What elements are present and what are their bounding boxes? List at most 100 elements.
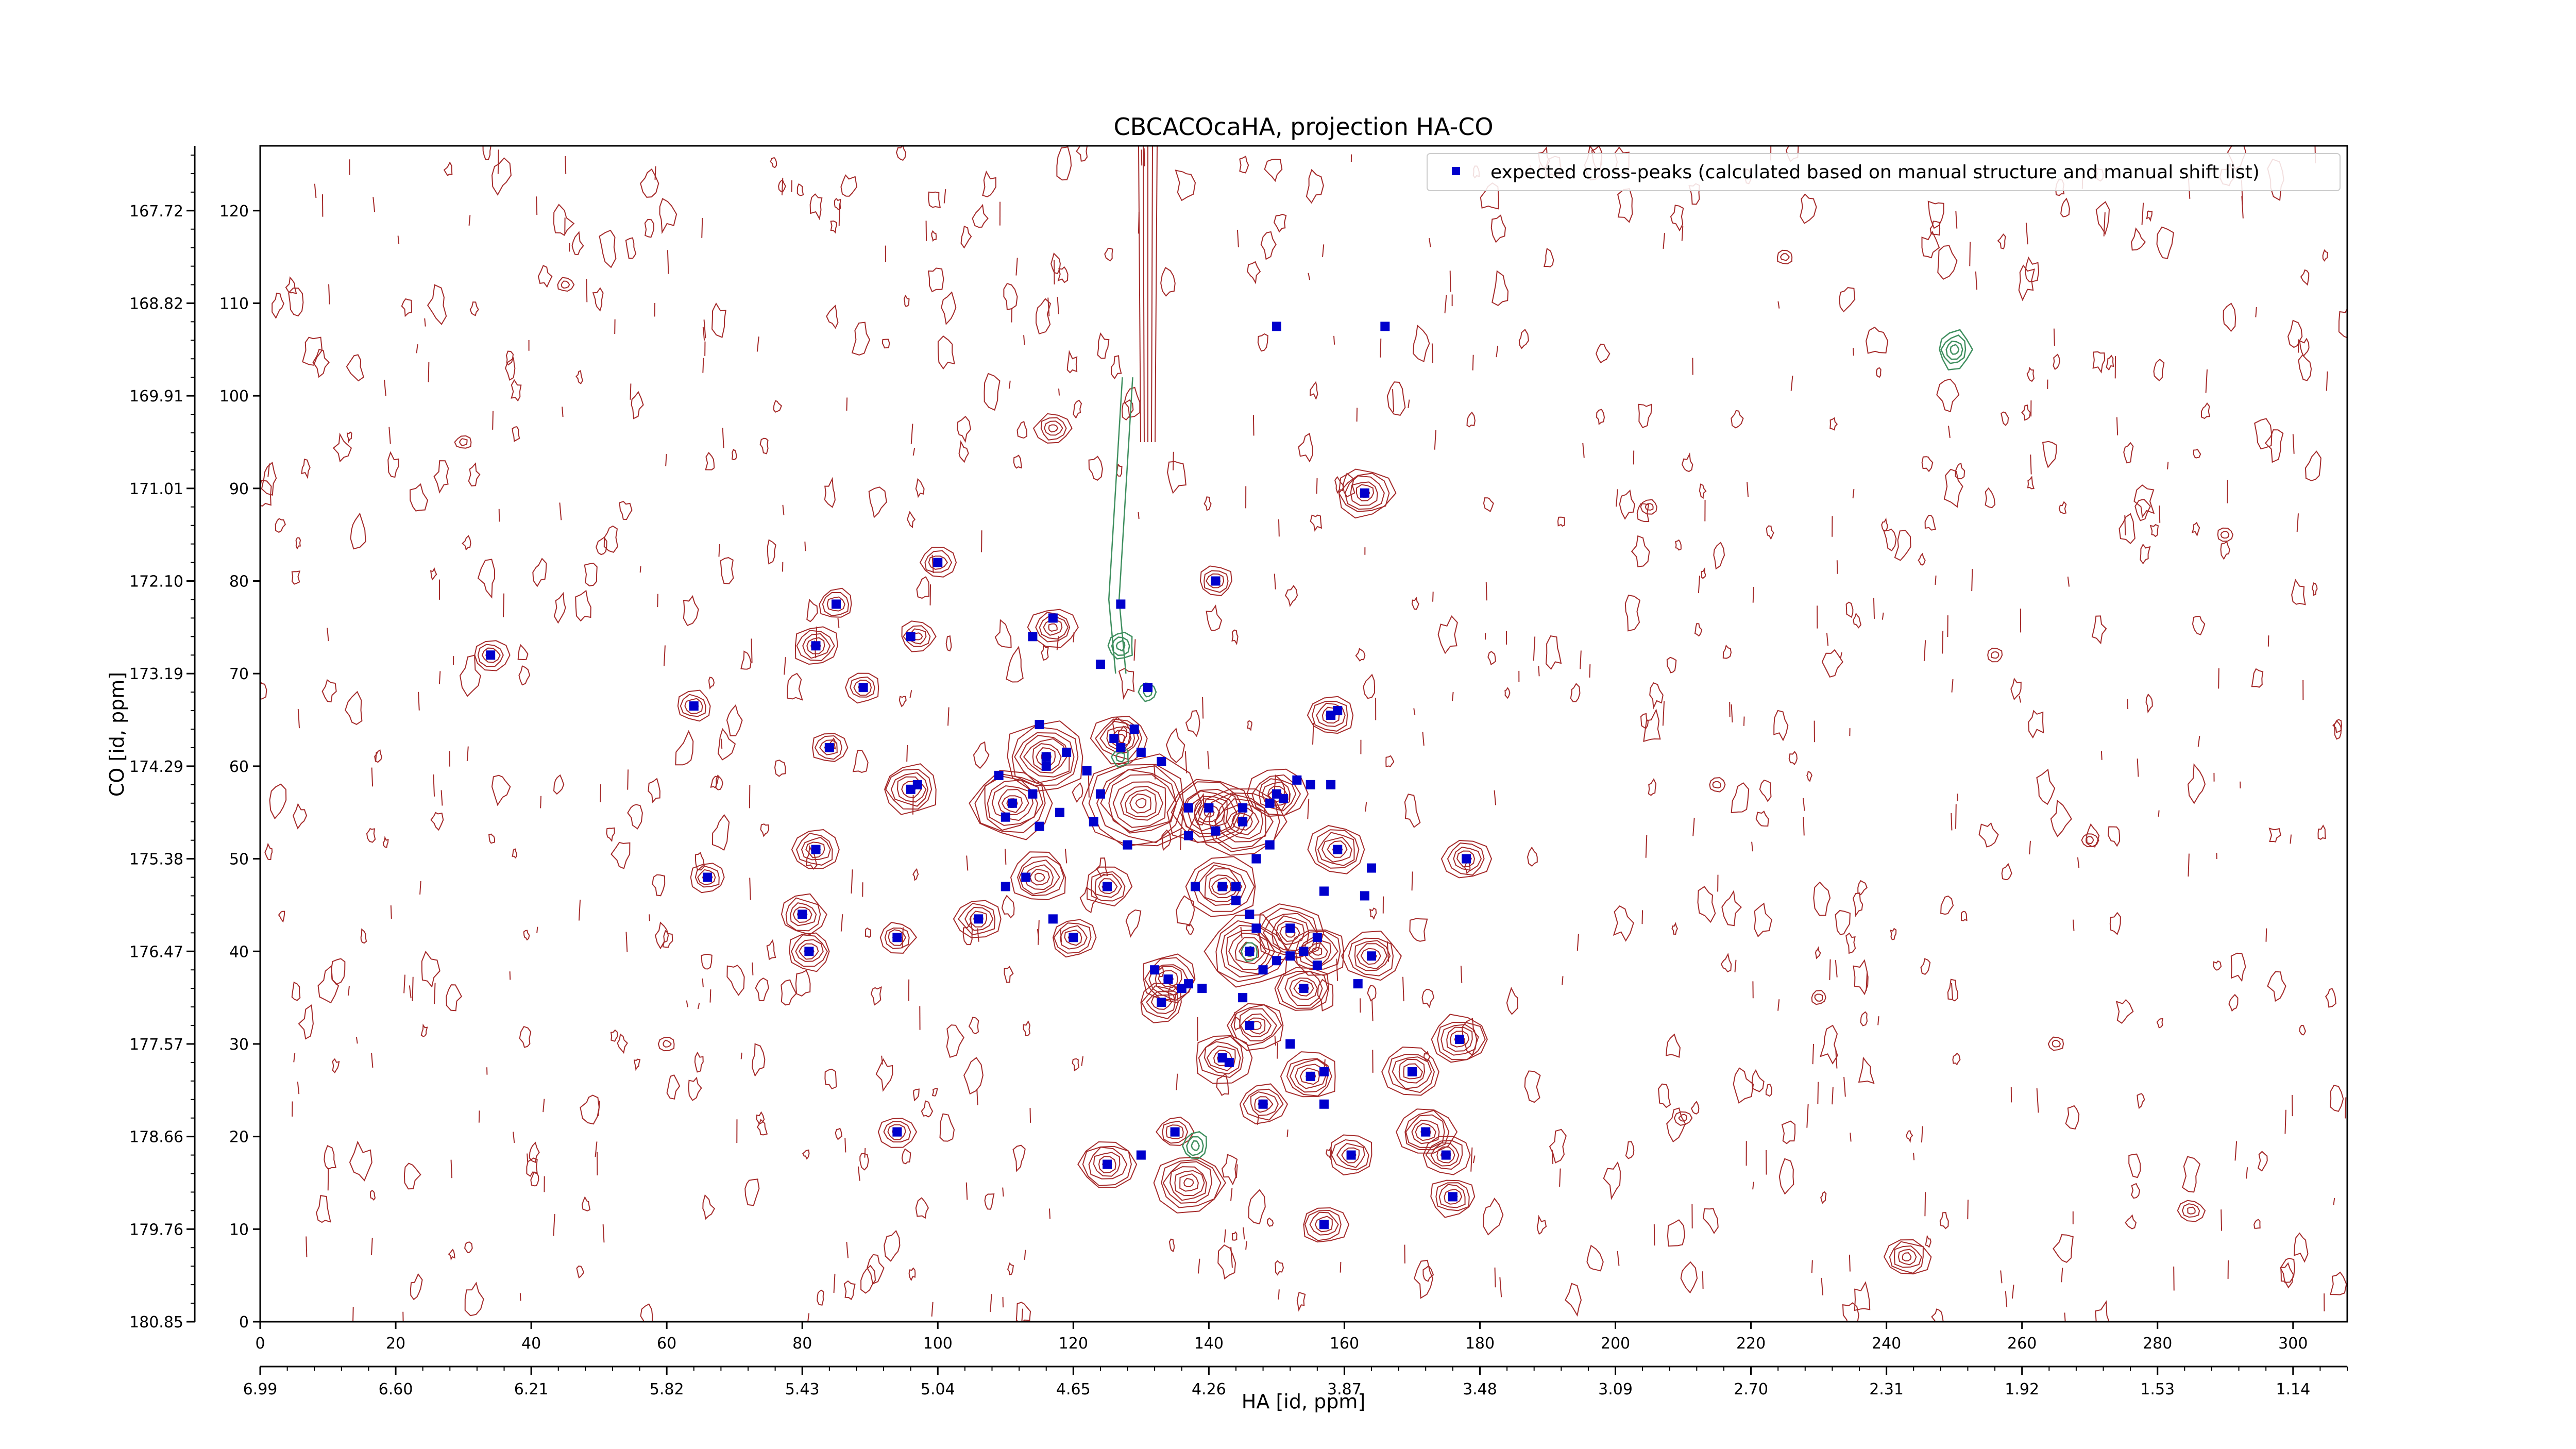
noise-contour bbox=[1852, 892, 1863, 917]
peak-contour bbox=[1780, 253, 1790, 261]
noise-contour bbox=[851, 869, 853, 894]
peak-contour bbox=[1284, 971, 1323, 1006]
peak-contour bbox=[1307, 696, 1354, 734]
peak-contour bbox=[1204, 570, 1229, 593]
noise-contour bbox=[1050, 252, 1061, 275]
noise-contour bbox=[857, 1166, 860, 1181]
noise-contour bbox=[1920, 958, 1931, 975]
noise-contour bbox=[1978, 822, 1999, 848]
noise-contour bbox=[1947, 426, 1951, 439]
noise-contour bbox=[1185, 710, 1200, 737]
noise-contour bbox=[784, 657, 786, 675]
x-tick-label: 0 bbox=[255, 1335, 265, 1353]
noise-contour bbox=[946, 1024, 964, 1058]
noise-contour bbox=[720, 557, 734, 584]
noise-contour bbox=[1667, 1219, 1686, 1247]
noise-contour bbox=[1835, 1049, 1838, 1069]
peak-contour bbox=[1404, 1109, 1450, 1151]
y-ppm-tick-label: 177.57 bbox=[129, 1036, 183, 1054]
noise-contour bbox=[1004, 849, 1007, 865]
noise-contour bbox=[2255, 307, 2257, 317]
noise-contour bbox=[2257, 1151, 2268, 1172]
cross-peak-point bbox=[1299, 947, 1309, 956]
noise-contour bbox=[278, 911, 285, 923]
noise-contour bbox=[2326, 371, 2328, 391]
noise-contour bbox=[1079, 886, 1098, 914]
peak-contour bbox=[1889, 1241, 1924, 1274]
noise-contour bbox=[2131, 227, 2146, 251]
noise-contour bbox=[285, 276, 297, 294]
noise-contour bbox=[469, 301, 479, 316]
noise-contour bbox=[1803, 817, 1805, 836]
peak-contour bbox=[1082, 1145, 1132, 1186]
noise-contour bbox=[937, 335, 955, 370]
noise-contour bbox=[2311, 582, 2318, 596]
peak-contour bbox=[1206, 1046, 1236, 1071]
peak-contour bbox=[790, 902, 817, 926]
noise-contour bbox=[438, 671, 441, 684]
noise-contour bbox=[448, 1249, 455, 1261]
noise-contour bbox=[766, 939, 776, 961]
cross-peak-point bbox=[831, 599, 841, 609]
noise-contour bbox=[1701, 567, 1706, 579]
cross-peak-point bbox=[1272, 956, 1281, 966]
peak-contour bbox=[1405, 1114, 1445, 1148]
streak-contour bbox=[1138, 146, 1141, 442]
noise-contour bbox=[374, 749, 382, 763]
noise-contour bbox=[744, 1178, 760, 1206]
x-ppm-tick-label: 6.21 bbox=[514, 1380, 549, 1399]
noise-contour bbox=[851, 322, 871, 356]
peak-contour bbox=[953, 900, 1002, 938]
noise-contour bbox=[1246, 720, 1252, 731]
peak-contour bbox=[1227, 807, 1260, 836]
noise-contour bbox=[931, 230, 937, 242]
noise-contour bbox=[1549, 1128, 1567, 1164]
noise-contour bbox=[1853, 348, 1854, 356]
cross-peak-point bbox=[1462, 854, 1471, 864]
peak-contour bbox=[1315, 829, 1360, 869]
cross-peak-point bbox=[1041, 752, 1051, 762]
cross-peak-point bbox=[1238, 993, 1248, 1003]
noise-contour bbox=[1470, 1147, 1473, 1172]
cross-peak-point bbox=[1251, 854, 1261, 864]
cross-peak-point bbox=[1319, 1099, 1329, 1109]
cross-peak-point bbox=[1224, 1057, 1234, 1067]
peak-contour bbox=[1990, 651, 1999, 659]
noise-contour bbox=[1312, 722, 1314, 745]
cross-peak-point bbox=[811, 845, 821, 854]
noise-contour bbox=[328, 284, 330, 305]
peak-contour bbox=[1053, 922, 1092, 954]
noise-contour bbox=[2292, 434, 2295, 454]
x-ppm-tick-label: 3.09 bbox=[1598, 1380, 1633, 1399]
noise-contour bbox=[2018, 264, 2035, 301]
noise-contour bbox=[466, 746, 469, 762]
noise-contour bbox=[1931, 1308, 1944, 1322]
noise-contour bbox=[915, 1197, 929, 1219]
noise-contour bbox=[1697, 886, 1716, 923]
noise-contour bbox=[1658, 1083, 1671, 1108]
noise-contour bbox=[1007, 1262, 1014, 1275]
noise-contour bbox=[434, 983, 436, 1004]
noise-contour bbox=[1133, 639, 1136, 661]
cross-peak-point bbox=[912, 780, 922, 789]
peak-contour bbox=[657, 1036, 675, 1052]
noise-contour bbox=[302, 336, 323, 366]
noise-contour bbox=[1617, 188, 1633, 223]
cross-peak-point bbox=[1346, 1150, 1356, 1160]
noise-contour bbox=[1015, 1302, 1031, 1322]
peak-contour bbox=[1430, 1180, 1476, 1218]
noise-contour bbox=[416, 344, 418, 353]
noise-contour bbox=[2103, 212, 2106, 237]
noise-contour bbox=[1041, 644, 1049, 661]
noise-contour bbox=[1662, 701, 1665, 726]
cross-peak-point bbox=[1150, 965, 1160, 975]
noise-contour bbox=[1675, 539, 1682, 551]
noise-contour bbox=[2095, 201, 2110, 235]
noise-contour bbox=[1648, 778, 1657, 796]
noise-contour bbox=[809, 193, 823, 221]
noise-contour bbox=[584, 563, 598, 586]
noise-contour bbox=[1310, 514, 1323, 532]
cross-peak-point bbox=[1095, 660, 1105, 669]
noise-contour bbox=[312, 348, 330, 378]
noise-contour bbox=[1411, 871, 1413, 891]
